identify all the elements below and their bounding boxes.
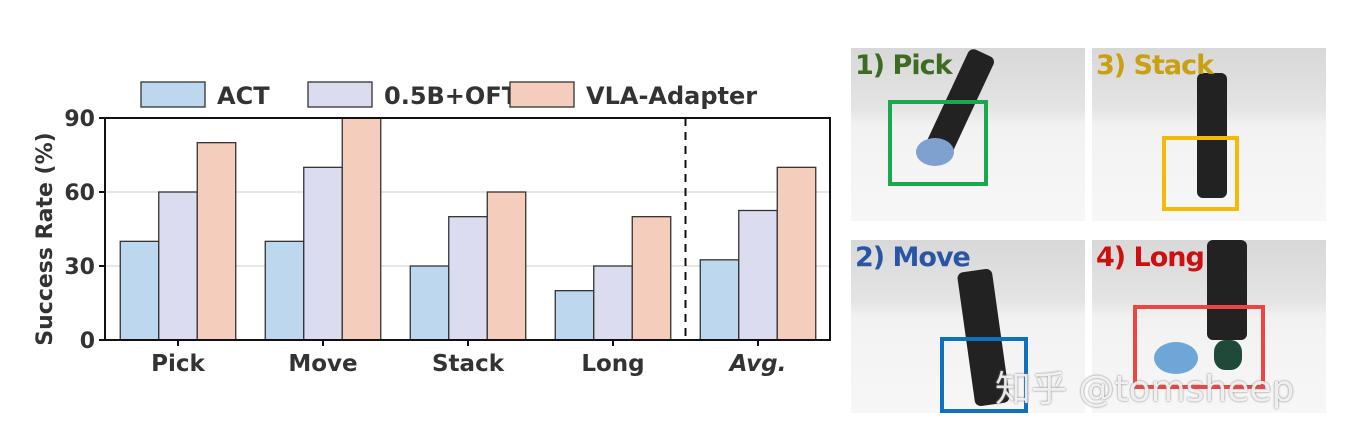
legend-swatch [307, 81, 373, 108]
bowl-image [1154, 342, 1198, 374]
photo-move: 2) Move [851, 240, 1085, 413]
bar-vla-adapter-move [341, 117, 382, 341]
photo-stack: 3) Stack [1092, 48, 1326, 221]
highlight-box [888, 100, 988, 186]
bar-act-avg [699, 259, 740, 341]
bar-act-pick [119, 240, 160, 341]
panel-label: 1) Pick [855, 50, 953, 81]
bar-0-5b-oft-stack [448, 216, 488, 341]
bar-chart: 0 30 60 90 Pick Move Stack Long Avg. Success Rate… [33, 81, 831, 377]
bar-vla-adapter-pick [196, 142, 237, 341]
panel-label: 4) Long [1096, 242, 1205, 273]
x-tick-label: Move [288, 351, 357, 377]
legend-swatch [140, 81, 206, 108]
bar-vla-adapter-stack [486, 191, 527, 341]
legend-label: VLA-Adapter [586, 82, 757, 110]
y-tick-label: 90 [64, 107, 95, 132]
y-tick-label: 60 [64, 181, 95, 206]
bar-vla-adapter-avg [776, 166, 817, 341]
x-tick-label: Stack [432, 351, 505, 377]
y-tick-label: 30 [64, 255, 95, 280]
y-tick-label: 0 [80, 329, 95, 354]
legend-label: 0.5B+OFT [384, 82, 519, 110]
x-tick-label: Pick [151, 351, 205, 377]
bar-act-long [554, 290, 595, 341]
plot-frame [104, 117, 831, 341]
robot-arm-image [1197, 73, 1227, 198]
bar-0-5b-oft-move [303, 166, 343, 341]
bar-vla-adapter-long [631, 216, 672, 341]
photo-long: 4) Long [1092, 240, 1326, 413]
highlight-box [1162, 136, 1239, 211]
x-tick-label: Avg. [728, 351, 787, 377]
robot-arm-image [1207, 240, 1247, 340]
bar-0-5b-oft-avg [738, 209, 778, 341]
y-axis-label: Success Rate (%) [33, 132, 58, 345]
highlight-box [1133, 305, 1265, 389]
x-tick-label: Long [581, 351, 644, 377]
bowl-image [916, 138, 954, 166]
legend-label: ACT [217, 82, 270, 110]
cup-image [1214, 340, 1242, 370]
panel-label: 2) Move [855, 242, 971, 273]
bar-0-5b-oft-pick [158, 191, 198, 341]
bar-0-5b-oft-long [593, 265, 633, 341]
bar-act-stack [409, 265, 450, 341]
watermark: 知乎 @tomsheep [995, 369, 1295, 410]
legend-swatch [509, 81, 575, 108]
photo-pick: 1) Pick [851, 48, 1085, 221]
bar-act-move [264, 240, 305, 341]
panel-label: 3) Stack [1096, 50, 1214, 81]
highlight-box [940, 337, 1028, 413]
